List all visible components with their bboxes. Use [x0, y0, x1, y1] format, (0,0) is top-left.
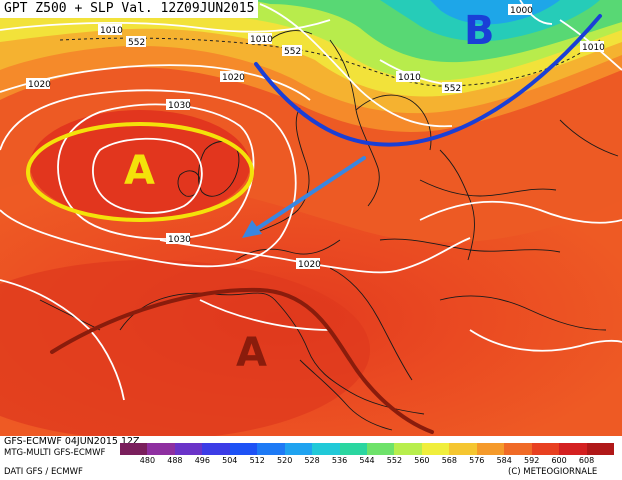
- legend-swatch: [120, 443, 148, 455]
- legend-tick-label: 528: [304, 456, 320, 465]
- legend-swatch: [559, 443, 588, 455]
- isobar-med: [199, 299, 331, 331]
- trough-curve: [254, 14, 602, 147]
- isobar-1010-north: [0, 19, 331, 33]
- legend-swatch: [174, 443, 203, 455]
- legend-tick-label: 584: [496, 456, 512, 465]
- ridge-curve: [50, 287, 434, 434]
- isobar-se: [469, 329, 622, 352]
- legend-tick-label: 560: [414, 456, 430, 465]
- legend-swatch: [312, 443, 341, 455]
- isobar-east: [419, 200, 622, 224]
- legend-swatch: [202, 443, 231, 455]
- isobar-label-1010-b: 1010: [250, 35, 273, 45]
- isobar-1035-high: [92, 137, 203, 214]
- legend-tick-label: 520: [277, 456, 293, 465]
- high-pressure-ellipse: [26, 122, 254, 222]
- low-pressure-letter: B: [464, 8, 495, 54]
- isobar-label-1000: 1000: [510, 6, 533, 16]
- isobar-labels: 1000 1010 1010 1010 1010 1020 1020 1020 …: [26, 4, 605, 270]
- legend-swatch: [421, 443, 450, 455]
- legend-tick-label: 488: [167, 456, 183, 465]
- legend-tick-label: 576: [469, 456, 485, 465]
- isobar-1000-low: [519, 0, 553, 25]
- legend-swatch: [147, 443, 176, 455]
- high-pressure-letter: A: [124, 148, 155, 194]
- isobar-label-1010-a: 1010: [100, 26, 123, 36]
- z500-field-high-core: [30, 110, 250, 220]
- legend-swatch: [586, 443, 615, 455]
- legend-swatch: [339, 443, 368, 455]
- isobar-label-1020-a: 1020: [28, 80, 51, 90]
- legend-tick-label: 600: [551, 456, 567, 465]
- legend-swatch: [257, 443, 286, 455]
- legend-tick-label: 552: [386, 456, 403, 465]
- legend-tick-label: 504: [222, 456, 238, 465]
- isobar-1020-central: [159, 237, 471, 274]
- isobars: [0, 0, 622, 401]
- subtropical-high-letter: A: [236, 330, 267, 376]
- isobar-label-1030-a: 1030: [168, 101, 191, 111]
- legend-swatch: [367, 443, 395, 455]
- isobar-1025-high: [0, 89, 297, 268]
- model-info: MTG-MULTI GFS-ECMWF: [4, 448, 106, 458]
- legend-tick-label: 544: [359, 456, 375, 465]
- legend-tick-label: 480: [139, 456, 156, 465]
- isobar-label-1010-c: 1010: [582, 43, 605, 53]
- coastlines: [39, 30, 619, 431]
- run-info: GFS-ECMWF 04JUN2015 12Z: [4, 436, 140, 447]
- z500-552-labels: 552 552 552: [126, 36, 462, 94]
- legend-swatch: [394, 443, 423, 455]
- legend-swatch: [476, 443, 505, 455]
- isobar-1030-high: [57, 103, 255, 240]
- legend-tick-label: 568: [441, 456, 457, 465]
- copyright: (C) METEOGIORNALE: [508, 467, 598, 477]
- legend-tick-label: 608: [578, 456, 595, 465]
- z500-label-552-a: 552: [128, 38, 145, 48]
- legend-tick-label: 512: [249, 456, 265, 465]
- isobar-1010-scand: [259, 3, 453, 128]
- legend-tick-label: 496: [194, 456, 210, 465]
- z500-label-552-b: 552: [284, 47, 301, 57]
- legend-tick-label: 536: [331, 456, 348, 465]
- legend-swatch: [229, 443, 258, 455]
- legend-swatch: [449, 443, 478, 455]
- flow-arrow: [242, 156, 366, 238]
- isobar-label-1020-b: 1020: [222, 73, 245, 83]
- z500-field-south-core: [0, 260, 370, 436]
- isobar-label-1010-d: 1010: [398, 73, 421, 83]
- isobar-label-1030-b: 1030: [168, 235, 191, 245]
- legend-swatch: [504, 443, 533, 455]
- map-title: GPT Z500 + SLP Val. 12Z09JUN2015: [0, 0, 259, 18]
- data-source: DATI GFS / ECMWF: [4, 467, 83, 477]
- isobar-label-1020-c: 1020: [298, 260, 321, 270]
- color-legend: [120, 443, 615, 455]
- z500-label-552-c: 552: [444, 84, 461, 94]
- weather-map: 1000 1010 1010 1010 1010 1020 1020 1020 …: [0, 0, 622, 436]
- legend-tick-label: 592: [524, 456, 540, 465]
- legend-swatch: [284, 443, 313, 455]
- legend-swatch: [531, 443, 560, 455]
